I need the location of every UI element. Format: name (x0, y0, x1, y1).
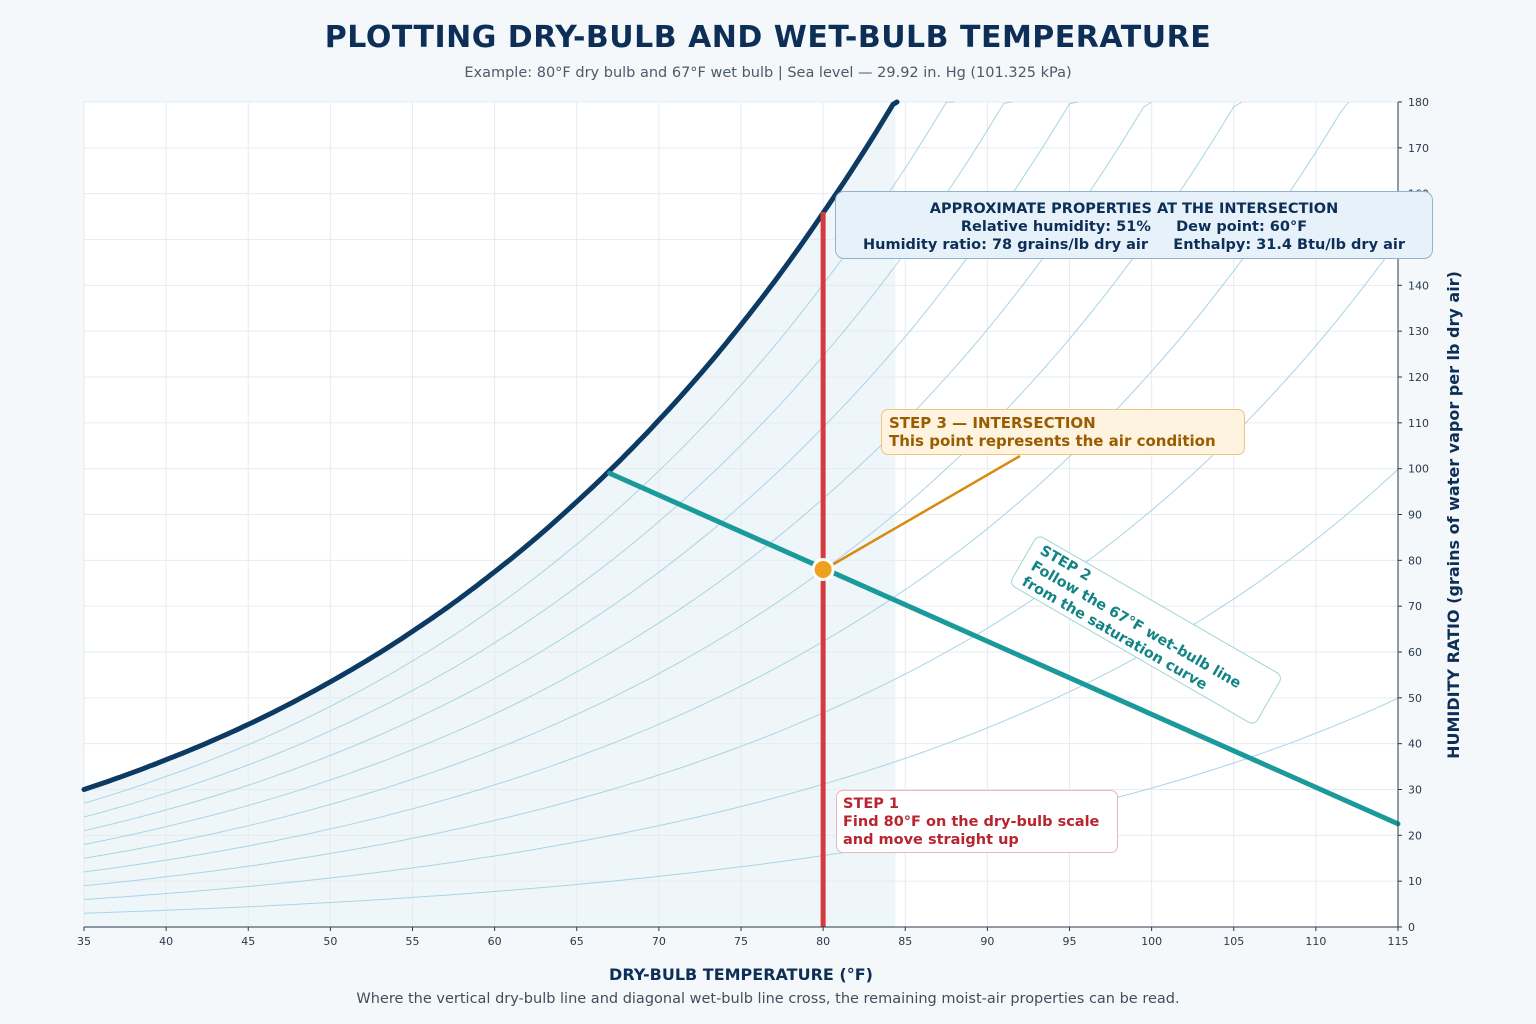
step1-callout: STEP 1 Find 80°F on the dry-bulb scale a… (836, 790, 1118, 853)
chart-footnote: Where the vertical dry-bulb line and dia… (356, 991, 1180, 1007)
y-tick-label: 0 (1408, 921, 1415, 934)
x-tick-label: 110 (1305, 935, 1326, 948)
y-tick-label: 80 (1408, 554, 1422, 567)
y-tick-label: 10 (1408, 875, 1422, 888)
y-tick-label: 180 (1408, 96, 1429, 109)
x-tick-label: 60 (488, 935, 502, 948)
step1-text-2: and move straight up (843, 832, 1019, 848)
step3-callout: STEP 3 — INTERSECTION This point represe… (881, 409, 1245, 455)
relative-humidity-curves (83, 101, 1399, 914)
rh-curve (83, 101, 1243, 859)
step1-heading: STEP 1 (843, 796, 900, 812)
step3-heading: STEP 3 — INTERSECTION (889, 414, 1096, 432)
y-axis-title: HUMIDITY RATIO (grains of water vapor pe… (1444, 271, 1463, 759)
x-tick-label: 40 (159, 935, 173, 948)
step3-leader-line (830, 454, 1021, 567)
wet-bulb-line (607, 470, 1401, 827)
x-tick-label: 90 (980, 935, 994, 948)
chart-title: PLOTTING DRY-BULB AND WET-BULB TEMPERATU… (324, 20, 1212, 55)
x-tick-label: 75 (734, 935, 748, 948)
y-tick-label: 70 (1408, 600, 1422, 613)
x-tick-label: 50 (323, 935, 337, 948)
x-tick-label: 100 (1141, 935, 1162, 948)
x-tick-label: 35 (77, 935, 91, 948)
properties-heading: APPROXIMATE PROPERTIES AT THE INTERSECTI… (929, 201, 1339, 217)
x-tick-label: 95 (1063, 935, 1077, 948)
x-tick-label: 115 (1388, 935, 1409, 948)
rh-curve (83, 240, 1399, 887)
y-tick-label: 170 (1408, 142, 1429, 155)
y-tick-label: 140 (1408, 279, 1429, 292)
rh-curve (83, 101, 1152, 845)
step3-text: This point represents the air condition (889, 432, 1216, 450)
y-tick-label: 60 (1408, 646, 1422, 659)
step1-text-1: Find 80°F on the dry-bulb scale (843, 814, 1100, 830)
rh-curve (83, 101, 1013, 818)
y-tick-label: 130 (1408, 325, 1429, 338)
x-tick-label: 70 (652, 935, 666, 948)
x-axis-title: DRY-BULB TEMPERATURE (°F) (609, 965, 873, 984)
chart-series (81, 99, 1401, 927)
x-tick-label: 105 (1223, 935, 1244, 948)
y-tick-label: 40 (1408, 738, 1422, 751)
x-tick-label: 55 (406, 935, 420, 948)
rh-curve (83, 697, 1399, 914)
saturation-curve (81, 99, 900, 792)
intersection-point (811, 558, 835, 581)
x-tick-label: 85 (898, 935, 912, 948)
y-tick-label: 30 (1408, 784, 1422, 797)
y-tick-label: 50 (1408, 692, 1422, 705)
properties-box: APPROXIMATE PROPERTIES AT THE INTERSECTI… (835, 191, 1433, 259)
y-tick-label: 90 (1408, 509, 1422, 522)
y-tick-label: 100 (1408, 463, 1429, 476)
properties-line-2: Humidity ratio: 78 grains/lb dry air Ent… (863, 237, 1405, 253)
rh-curve (83, 101, 1078, 832)
saturation-region-shade (84, 102, 896, 927)
saturation-shade (84, 102, 896, 927)
y-tick-label: 110 (1408, 417, 1429, 430)
rh-curve (83, 101, 955, 804)
chart-subtitle: Example: 80°F dry bulb and 67°F wet bulb… (464, 65, 1072, 81)
x-tick-label: 65 (570, 935, 584, 948)
y-tick-label: 20 (1408, 829, 1422, 842)
rh-curve (83, 101, 1350, 873)
x-tick-label: 80 (816, 935, 830, 948)
x-tick-label: 45 (241, 935, 255, 948)
y-tick-label: 120 (1408, 371, 1429, 384)
properties-line-1: Relative humidity: 51% Dew point: 60°F (960, 219, 1308, 235)
